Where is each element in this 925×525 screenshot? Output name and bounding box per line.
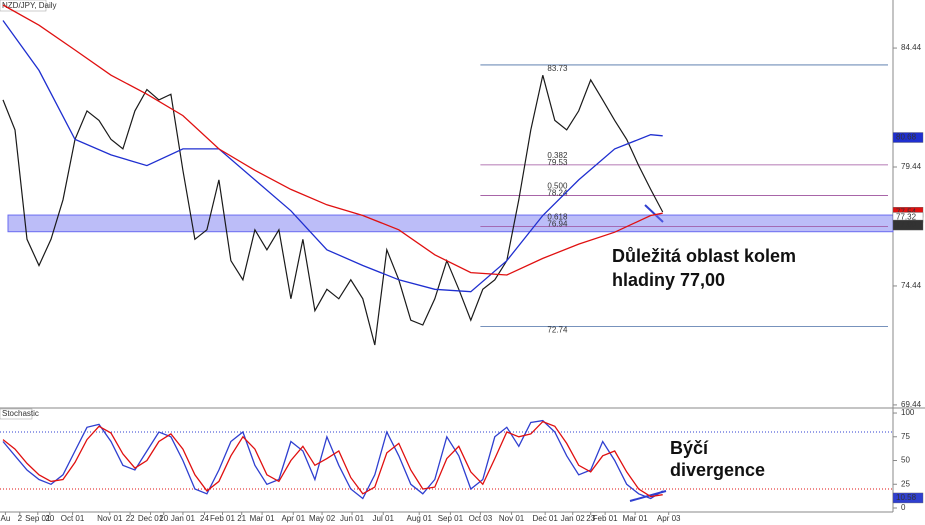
x-tick-label: Jun 01 — [340, 514, 365, 523]
y-tick-label: 84.44 — [901, 43, 922, 52]
series-line — [2, 20, 663, 293]
x-tick-label: Nov 01 — [499, 514, 525, 523]
annotation: divergence — [670, 460, 765, 480]
x-tick-label: Oct 03 — [469, 514, 493, 523]
y-tick-label: 50 — [901, 456, 910, 465]
x-tick-label: Apr 03 — [657, 514, 681, 523]
annotation: Býčí — [670, 438, 709, 458]
x-tick-label: 23 — [586, 514, 595, 523]
x-tick-label: Mar 01 — [250, 514, 275, 523]
x-tick-label: Feb 01 — [593, 514, 618, 523]
y-tick-label: 69.44 — [901, 400, 922, 409]
panel-title-box — [0, 408, 33, 420]
price-marker-label: 77.00 — [896, 220, 917, 229]
x-tick-label: Feb 01 — [210, 514, 235, 523]
x-tick-label: 21 — [237, 514, 246, 523]
chart-title: NZD/JPY, Daily — [2, 1, 57, 10]
x-tick-label: Dec 01 — [138, 514, 164, 523]
x-tick-label: 20 — [159, 514, 168, 523]
fib-value: 72.74 — [547, 326, 568, 335]
fib-ratio: 0.382 — [547, 151, 568, 160]
y-tick-label: 75 — [901, 432, 910, 441]
fib-ratio: 0.500 — [547, 182, 568, 191]
x-tick-label: Jan 02 — [561, 514, 586, 523]
price-marker-label: 77.32 — [896, 213, 917, 222]
title-box — [0, 0, 47, 12]
panel-title: Stochastic — [2, 409, 39, 418]
x-tick-label: Aug 01 — [407, 514, 433, 523]
y-tick-label: 100 — [901, 408, 915, 417]
x-tick-label: May 02 — [309, 514, 336, 523]
x-tick-label: 24 — [200, 514, 209, 523]
highlight-zone — [7, 214, 894, 233]
series-line — [2, 419, 664, 500]
x-tick-label: Jul 01 — [373, 514, 395, 523]
x-tick-label: Sep 01 — [438, 514, 464, 523]
series-line — [2, 75, 664, 346]
x-tick-label: Sep 01 — [25, 514, 51, 523]
x-tick-label: Apr 01 — [281, 514, 305, 523]
fib-value: 76.94 — [547, 220, 568, 229]
price-marker — [892, 492, 924, 504]
series-line — [2, 4, 663, 276]
price-marker — [892, 219, 924, 231]
y-tick-label: 79.44 — [901, 162, 922, 171]
series-line — [2, 420, 663, 498]
price-marker — [892, 132, 924, 143]
price-marker-label: 80.68 — [896, 133, 917, 142]
x-tick-label: 2 — [18, 514, 23, 523]
price-marker-label: 10.58 — [896, 493, 917, 502]
divergence-line — [644, 204, 664, 223]
annotation: Důležitá oblast kolem — [612, 246, 796, 266]
x-tick-label: 22 — [126, 514, 135, 523]
x-tick-label: Nov 01 — [97, 514, 123, 523]
x-tick-label: Oct 01 — [61, 514, 85, 523]
fib-value: 79.53 — [547, 158, 568, 167]
y-tick-label: 25 — [901, 479, 910, 488]
x-tick-label: Jan 01 — [171, 514, 196, 523]
x-tick-label: Mar 01 — [623, 514, 648, 523]
x-tick-label: 20 — [45, 514, 54, 523]
annotation: hladiny 77,00 — [612, 270, 725, 290]
fib-ratio: 0.618 — [547, 213, 568, 222]
price-marker-label: 77.54 — [896, 207, 917, 216]
fib-value: 83.73 — [547, 64, 568, 73]
x-tick-label: Dec 01 — [532, 514, 558, 523]
x-tick-label: Au — [0, 514, 10, 523]
y-tick-label: 74.44 — [901, 281, 922, 290]
fib-value: 78.24 — [547, 189, 568, 198]
y-tick-label: 0 — [901, 503, 906, 512]
